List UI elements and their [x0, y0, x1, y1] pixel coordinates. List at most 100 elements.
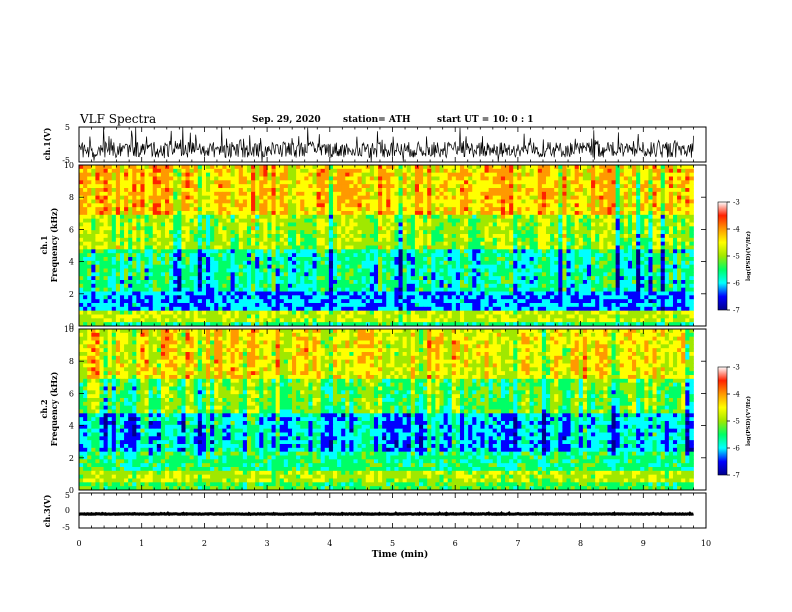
spectrogram-cell	[394, 207, 399, 212]
spectrogram-cell	[144, 211, 150, 216]
spectrogram-cell	[664, 260, 670, 266]
spectrogram-cell	[275, 264, 281, 269]
spectrogram-cell	[251, 180, 256, 185]
spectrogram-cell	[361, 203, 367, 208]
spectrogram-cell	[644, 188, 649, 193]
spectrogram-cell	[439, 222, 444, 227]
spectrogram-cell	[509, 249, 514, 254]
spectrogram-cell	[685, 245, 690, 250]
spectrogram-cell	[533, 218, 539, 223]
spectrogram-cell	[173, 257, 178, 262]
spectrogram-cell	[455, 180, 461, 185]
spectrogram-cell	[300, 207, 305, 212]
spectrogram-cell	[218, 257, 223, 262]
spectrogram-cell	[287, 207, 293, 212]
spectrogram-cell	[607, 245, 612, 250]
spectrogram-cell	[279, 226, 285, 231]
spectrogram-cell	[382, 165, 387, 170]
spectrogram-cell	[169, 191, 174, 197]
spectrogram-cell	[304, 276, 309, 281]
spectrogram-cell	[431, 237, 436, 243]
spectrogram-cell	[132, 195, 137, 200]
spectrogram-cell	[550, 237, 555, 243]
spectrogram-cell	[361, 218, 367, 223]
spectrogram-cell	[83, 176, 88, 181]
spectrogram-cell	[140, 218, 145, 223]
spectrogram-cell	[263, 283, 268, 289]
spectrogram-cell	[648, 260, 653, 266]
spectrogram-cell	[255, 207, 260, 212]
spectrogram-cell	[214, 203, 219, 208]
spectrogram-cell	[300, 264, 305, 269]
spectrogram-cell	[316, 211, 322, 216]
spectrogram-cell	[259, 195, 264, 200]
spectrogram-cell	[365, 203, 371, 208]
spectrogram-cell	[398, 257, 404, 262]
spectrogram-cell	[644, 264, 649, 269]
spectrogram-cell	[369, 245, 375, 250]
spectrogram-cell	[480, 260, 485, 266]
spectrogram-cell	[201, 257, 207, 262]
spectrogram-cell	[619, 188, 625, 193]
spectrogram-cell	[378, 191, 383, 197]
spectrogram-cell	[574, 207, 580, 212]
spectrogram-cell	[500, 260, 506, 266]
spectrogram-cell	[578, 188, 584, 193]
spectrogram-cell	[238, 253, 244, 258]
spectrogram-cell	[210, 260, 215, 266]
spectrogram-cell	[533, 241, 539, 246]
spectrogram-cell	[308, 168, 313, 174]
spectrogram-cell	[455, 214, 461, 220]
spectrogram-cell	[152, 188, 158, 193]
spectrogram-cell	[328, 280, 334, 285]
spectrogram-cell	[435, 272, 440, 277]
spectrogram-cell	[267, 264, 272, 269]
spectrogram-cell	[464, 214, 469, 220]
spectrogram-cell	[332, 237, 338, 243]
spectrogram-cell	[586, 264, 592, 269]
spectrogram-cell	[148, 222, 154, 227]
spectrogram-cell	[431, 241, 436, 246]
spectrogram-cell	[205, 207, 211, 212]
spectrogram-cell	[332, 226, 338, 231]
spectrogram-cell	[214, 214, 219, 220]
spectrogram-cell	[455, 234, 461, 239]
spectrogram-cell	[128, 272, 133, 277]
spectrogram-cell	[529, 214, 535, 220]
spectrogram-cell	[419, 222, 424, 227]
spectrogram-cell	[316, 172, 322, 177]
spectrogram-cell	[361, 272, 367, 277]
spectrogram-cell	[607, 203, 612, 208]
spectrogram-cell	[361, 195, 367, 200]
spectrogram-cell	[582, 214, 588, 220]
spectrogram-cell	[218, 203, 223, 208]
spectrogram-cell	[451, 203, 457, 208]
spectrogram-cell	[152, 272, 158, 277]
spectrogram-cell	[664, 188, 670, 193]
spectrogram-cell	[341, 172, 346, 177]
spectrogram-cell	[558, 234, 563, 239]
spectrogram-cell	[124, 218, 129, 223]
spectrogram-cell	[623, 165, 629, 170]
spectrogram-cell	[591, 234, 596, 239]
spectrogram-cell	[99, 283, 104, 289]
spectrogram-cell	[644, 245, 649, 250]
spectrogram-cell	[459, 188, 465, 193]
spectrogram-cell	[611, 207, 617, 212]
spectrogram-cell	[562, 264, 567, 269]
spectrogram-cell	[124, 195, 129, 200]
spectrogram-cell	[496, 180, 502, 185]
spectrogram-cell	[464, 272, 469, 277]
spectrogram-cell	[144, 291, 150, 296]
spectrogram-cell	[124, 268, 129, 273]
spectrogram-cell	[345, 184, 350, 189]
spectrogram-cell	[304, 165, 309, 170]
spectrogram-cell	[443, 226, 449, 231]
spectrogram-cell	[214, 211, 219, 216]
spectrogram-cell	[386, 268, 391, 273]
spectrogram-cell	[427, 280, 432, 285]
spectrogram-cell	[410, 218, 416, 223]
spectrogram-cell	[414, 230, 420, 235]
spectrogram-cell	[472, 180, 477, 185]
spectrogram-cell	[373, 230, 379, 235]
